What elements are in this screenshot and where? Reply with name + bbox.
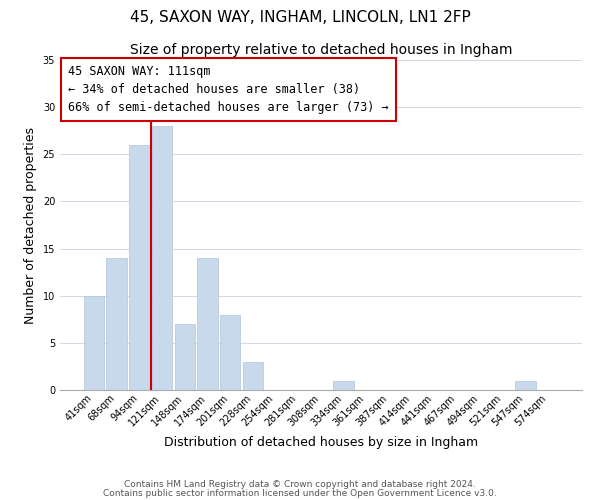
Bar — [106, 258, 127, 390]
Bar — [197, 258, 218, 390]
Title: Size of property relative to detached houses in Ingham: Size of property relative to detached ho… — [130, 44, 512, 58]
Bar — [84, 296, 104, 390]
Text: 45, SAXON WAY, INGHAM, LINCOLN, LN1 2FP: 45, SAXON WAY, INGHAM, LINCOLN, LN1 2FP — [130, 10, 470, 25]
Text: Contains HM Land Registry data © Crown copyright and database right 2024.: Contains HM Land Registry data © Crown c… — [124, 480, 476, 489]
Text: Contains public sector information licensed under the Open Government Licence v3: Contains public sector information licen… — [103, 488, 497, 498]
Bar — [220, 314, 241, 390]
X-axis label: Distribution of detached houses by size in Ingham: Distribution of detached houses by size … — [164, 436, 478, 449]
Text: 45 SAXON WAY: 111sqm
← 34% of detached houses are smaller (38)
66% of semi-detac: 45 SAXON WAY: 111sqm ← 34% of detached h… — [68, 65, 388, 114]
Y-axis label: Number of detached properties: Number of detached properties — [24, 126, 37, 324]
Bar — [175, 324, 195, 390]
Bar — [334, 380, 354, 390]
Bar — [129, 145, 149, 390]
Bar — [152, 126, 172, 390]
Bar — [515, 380, 536, 390]
Bar — [242, 362, 263, 390]
